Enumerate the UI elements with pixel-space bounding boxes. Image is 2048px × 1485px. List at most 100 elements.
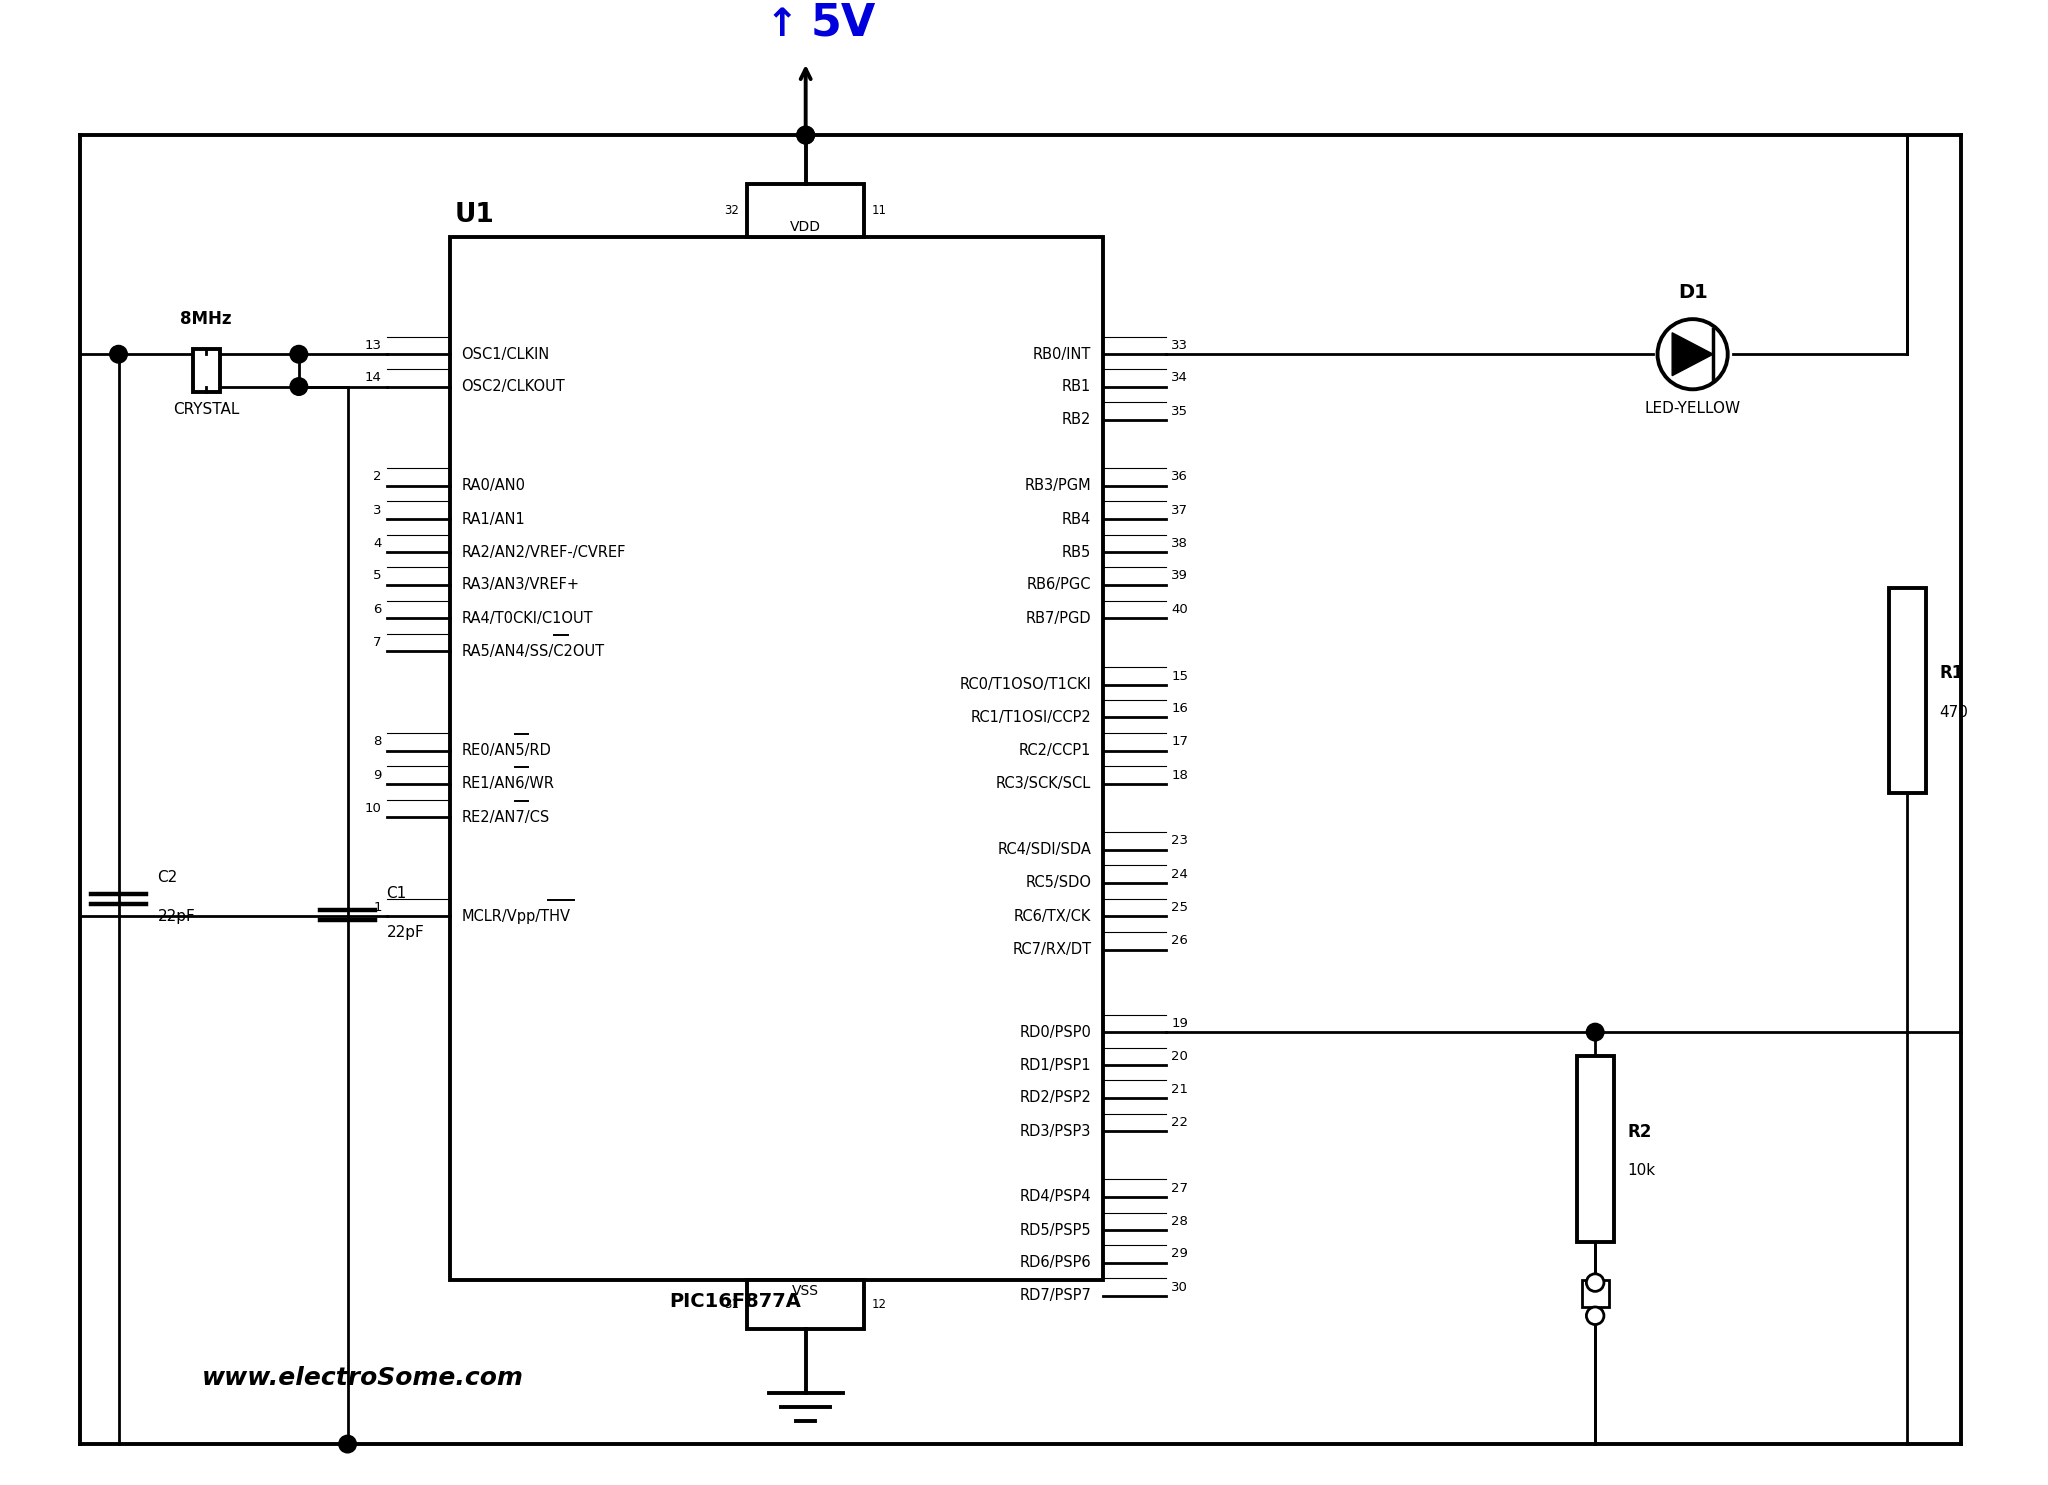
Text: 27: 27 <box>1171 1182 1188 1194</box>
Bar <box>748 1280 864 1329</box>
Text: RC6/TX/CK: RC6/TX/CK <box>1014 909 1092 924</box>
Text: RD1/PSP1: RD1/PSP1 <box>1020 1057 1092 1074</box>
Text: 11: 11 <box>872 203 887 217</box>
Text: RB7/PGD: RB7/PGD <box>1026 610 1092 625</box>
Text: 10: 10 <box>365 802 381 815</box>
Text: www.electroSome.com: www.electroSome.com <box>201 1366 522 1390</box>
Text: 18: 18 <box>1171 769 1188 781</box>
Text: RC4/SDI/SDA: RC4/SDI/SDA <box>997 842 1092 857</box>
Text: C1: C1 <box>387 887 408 901</box>
Text: RA4/T0CKI/C1OUT: RA4/T0CKI/C1OUT <box>461 610 594 625</box>
Text: 5: 5 <box>373 569 381 582</box>
Text: 22: 22 <box>1171 1115 1188 1129</box>
Text: 10k: 10k <box>1628 1163 1655 1178</box>
Text: 38: 38 <box>1171 538 1188 549</box>
Text: RA3/AN3/VREF+: RA3/AN3/VREF+ <box>461 578 580 593</box>
Text: 30: 30 <box>1171 1280 1188 1293</box>
Text: 35: 35 <box>1171 404 1188 417</box>
Text: RB6/PGC: RB6/PGC <box>1026 578 1092 593</box>
Text: 14: 14 <box>365 371 381 385</box>
Text: RC7/RX/DT: RC7/RX/DT <box>1012 941 1092 958</box>
Text: 7: 7 <box>373 636 381 649</box>
Text: RA1/AN1: RA1/AN1 <box>461 511 526 527</box>
Text: 32: 32 <box>725 203 739 217</box>
Text: 3: 3 <box>373 503 381 517</box>
Text: 5V: 5V <box>811 1 877 45</box>
Text: D1: D1 <box>1677 282 1708 301</box>
Text: 19: 19 <box>1171 1017 1188 1029</box>
Text: 9: 9 <box>373 769 381 781</box>
Text: RB1: RB1 <box>1063 379 1092 394</box>
Text: 33: 33 <box>1171 339 1188 352</box>
Text: RD6/PSP6: RD6/PSP6 <box>1020 1255 1092 1270</box>
Text: 22pF: 22pF <box>158 909 195 924</box>
Text: 37: 37 <box>1171 503 1188 517</box>
Bar <box>451 238 1104 1280</box>
Text: 8: 8 <box>373 735 381 748</box>
Text: RA2/AN2/VREF-/CVREF: RA2/AN2/VREF-/CVREF <box>461 545 627 560</box>
Text: 29: 29 <box>1171 1247 1188 1261</box>
Text: 26: 26 <box>1171 934 1188 947</box>
Circle shape <box>291 346 307 362</box>
Bar <box>1581 1280 1610 1307</box>
Text: VDD: VDD <box>791 220 821 233</box>
Bar <box>1888 588 1925 793</box>
Text: RA5/AN4/SS/C2OUT: RA5/AN4/SS/C2OUT <box>461 644 604 659</box>
Text: RC1/T1OSI/CCP2: RC1/T1OSI/CCP2 <box>971 710 1092 725</box>
Text: RD3/PSP3: RD3/PSP3 <box>1020 1124 1092 1139</box>
Text: 470: 470 <box>1939 704 1968 720</box>
Text: ↑: ↑ <box>766 6 799 45</box>
Text: 39: 39 <box>1171 569 1188 582</box>
Circle shape <box>338 1436 356 1452</box>
Text: RE2/AN7/CS: RE2/AN7/CS <box>461 809 549 824</box>
Text: 23: 23 <box>1171 835 1188 848</box>
Text: RB5: RB5 <box>1063 545 1092 560</box>
Text: 4: 4 <box>373 538 381 549</box>
Text: 8MHz: 8MHz <box>180 309 231 328</box>
Text: 24: 24 <box>1171 867 1188 881</box>
Bar <box>193 349 219 392</box>
Text: 31: 31 <box>725 1298 739 1311</box>
Circle shape <box>1587 1307 1604 1325</box>
Text: 15: 15 <box>1171 670 1188 683</box>
Text: 25: 25 <box>1171 901 1188 915</box>
Text: 17: 17 <box>1171 735 1188 748</box>
Text: RB4: RB4 <box>1063 511 1092 527</box>
Bar <box>1577 1056 1614 1241</box>
Text: 36: 36 <box>1171 471 1188 483</box>
Text: R2: R2 <box>1628 1123 1651 1140</box>
Text: RD4/PSP4: RD4/PSP4 <box>1020 1189 1092 1204</box>
Circle shape <box>291 377 307 395</box>
Text: U1: U1 <box>455 202 496 227</box>
Text: 13: 13 <box>365 339 381 352</box>
Text: RB3/PGM: RB3/PGM <box>1024 478 1092 493</box>
Text: CRYSTAL: CRYSTAL <box>174 401 240 417</box>
Text: RC0/T1OSO/T1CKI: RC0/T1OSO/T1CKI <box>958 677 1092 692</box>
Text: RC3/SCK/SCL: RC3/SCK/SCL <box>995 777 1092 792</box>
Text: 28: 28 <box>1171 1215 1188 1228</box>
Text: 1: 1 <box>373 901 381 915</box>
Text: RE0/AN5/RD: RE0/AN5/RD <box>461 742 551 757</box>
Text: 40: 40 <box>1171 603 1188 616</box>
Text: RA0/AN0: RA0/AN0 <box>461 478 526 493</box>
Text: 6: 6 <box>373 603 381 616</box>
Circle shape <box>1587 1023 1604 1041</box>
Text: C2: C2 <box>158 870 178 885</box>
Text: 34: 34 <box>1171 371 1188 385</box>
Text: OSC2/CLKOUT: OSC2/CLKOUT <box>461 379 565 394</box>
Text: RB2: RB2 <box>1061 413 1092 428</box>
Text: RC5/SDO: RC5/SDO <box>1026 876 1092 891</box>
Bar <box>748 184 864 238</box>
Text: 12: 12 <box>872 1298 887 1311</box>
Circle shape <box>797 126 815 144</box>
Circle shape <box>1657 319 1729 389</box>
Text: R1: R1 <box>1939 664 1964 682</box>
Circle shape <box>111 346 127 362</box>
Text: RD7/PSP7: RD7/PSP7 <box>1020 1289 1092 1304</box>
Text: RC2/CCP1: RC2/CCP1 <box>1018 742 1092 757</box>
Text: 16: 16 <box>1171 702 1188 714</box>
Text: RD5/PSP5: RD5/PSP5 <box>1020 1222 1092 1238</box>
Circle shape <box>797 126 815 144</box>
Text: LED-YELLOW: LED-YELLOW <box>1645 401 1741 416</box>
Polygon shape <box>1671 333 1712 376</box>
